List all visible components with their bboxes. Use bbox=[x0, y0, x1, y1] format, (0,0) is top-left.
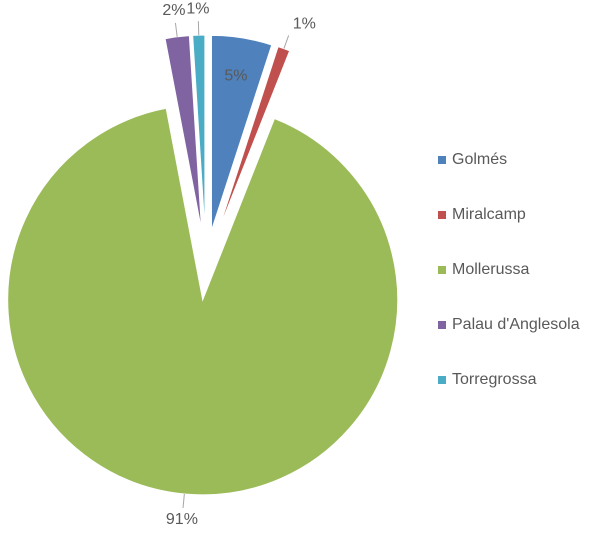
leader-line bbox=[182, 493, 185, 508]
data-label: 91% bbox=[166, 511, 198, 528]
pie-slice bbox=[210, 34, 273, 231]
data-label: 1% bbox=[293, 15, 316, 32]
legend-swatch bbox=[438, 156, 446, 164]
legend-label: Miralcamp bbox=[452, 206, 526, 223]
legend-label: Mollerussa bbox=[452, 261, 529, 278]
legend-swatch bbox=[438, 376, 446, 384]
legend-label: Golmés bbox=[452, 151, 507, 168]
pie-slice bbox=[7, 107, 399, 496]
leader-line bbox=[283, 35, 290, 49]
legend-swatch bbox=[438, 321, 446, 329]
data-label: 5% bbox=[224, 68, 247, 85]
pie-slice bbox=[164, 35, 203, 231]
legend-swatch bbox=[438, 266, 446, 274]
data-label: 1% bbox=[186, 0, 209, 17]
leader-line bbox=[174, 22, 178, 37]
pie-slice bbox=[217, 45, 291, 233]
legend-label: Palau d'Anglesola bbox=[452, 316, 580, 333]
data-label: 2% bbox=[162, 2, 185, 19]
legend-swatch bbox=[438, 211, 446, 219]
pie-slice bbox=[192, 34, 206, 231]
legend-label: Torregrossa bbox=[452, 371, 537, 388]
